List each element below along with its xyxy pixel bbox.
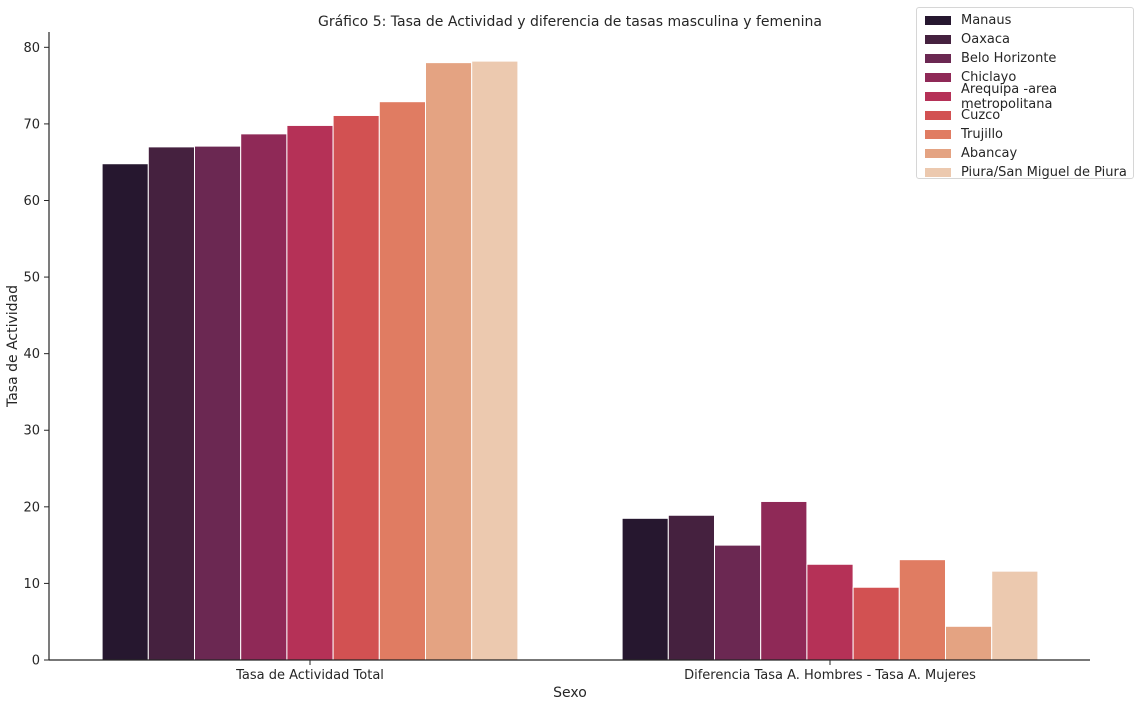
legend-item: Trujillo xyxy=(925,125,1133,144)
bar-cuzco-1 xyxy=(852,586,900,661)
legend-label: Piura/San Miguel de Piura xyxy=(961,165,1127,180)
y-tick-label: 20 xyxy=(23,500,40,515)
y-axis: 0 10 20 30 40 50 60 70 80 xyxy=(23,32,50,669)
x-tick-label: Diferencia Tasa A. Hombres - Tasa A. Muj… xyxy=(684,668,976,683)
y-tick-label: 40 xyxy=(23,347,40,362)
bar-abancay-1 xyxy=(945,625,993,661)
legend-swatch xyxy=(925,35,951,44)
legend-item: Belo Horizonte xyxy=(925,49,1133,68)
bar-manaus-1 xyxy=(621,517,669,661)
legend-label: Oaxaca xyxy=(961,32,1010,47)
x-tick-label: Tasa de Actividad Total xyxy=(235,668,384,683)
legend-swatch xyxy=(925,54,951,63)
bar-piura-san-miguel-de-piura-0 xyxy=(471,60,519,661)
bar-belo-horizonte-1 xyxy=(714,544,762,661)
bar-piura-san-miguel-de-piura-1 xyxy=(991,570,1039,661)
bar-oaxaca-0 xyxy=(147,146,196,661)
legend-swatch xyxy=(925,92,951,101)
bar-arequipa-area-metropolitana-1 xyxy=(806,563,854,661)
bar-belo-horizonte-0 xyxy=(194,145,242,661)
y-tick-label: 30 xyxy=(23,424,40,439)
legend-label: Manaus xyxy=(961,13,1012,28)
bar-chiclayo-1 xyxy=(760,500,808,661)
y-axis-label: Tasa de Actividad xyxy=(5,285,21,408)
legend-label: Cuzco xyxy=(961,108,1001,123)
x-axis: Tasa de Actividad Total Diferencia Tasa A… xyxy=(49,659,1090,683)
legend-item: Arequipa -area metropolitana xyxy=(925,82,1133,112)
legend-item: Manaus xyxy=(925,11,1133,30)
y-tick-label: 10 xyxy=(23,577,40,592)
legend-label: Abancay xyxy=(961,146,1018,161)
legend: Manaus Oaxaca Belo Horizonte Chiclayo Arequi… xyxy=(916,7,1134,182)
chart-title: Gráfico 5: Tasa de Actividad y diferenci… xyxy=(318,14,822,30)
legend-item: Abancay xyxy=(925,144,1133,163)
y-tick-label: 70 xyxy=(23,117,40,132)
legend-swatch xyxy=(925,168,951,177)
y-tick-label: 50 xyxy=(23,271,40,286)
legend-item: Piura/San Miguel de Piura xyxy=(925,163,1133,182)
bar-oaxaca-1 xyxy=(667,514,715,661)
y-tick-label: 0 xyxy=(32,654,40,669)
bars-group xyxy=(101,60,1039,661)
legend-item: Oaxaca xyxy=(925,30,1133,49)
bar-trujillo-0 xyxy=(378,101,426,661)
legend-item: Chiclayo xyxy=(925,68,1133,87)
bar-abancay-0 xyxy=(425,62,473,661)
legend-swatch xyxy=(925,130,951,139)
bar-arequipa-area-metropolitana-0 xyxy=(286,124,334,661)
bar-chiclayo-0 xyxy=(240,133,288,661)
legend-label: Belo Horizonte xyxy=(961,51,1057,66)
bar-cuzco-0 xyxy=(332,114,380,661)
y-tick-label: 60 xyxy=(23,194,40,209)
legend-swatch xyxy=(925,73,951,82)
legend-swatch xyxy=(925,149,951,158)
bar-trujillo-1 xyxy=(898,559,946,661)
legend-item: Cuzco xyxy=(925,106,1133,125)
legend-swatch xyxy=(925,16,951,25)
x-axis-label: Sexo xyxy=(553,685,587,701)
legend-label: Trujillo xyxy=(961,127,1004,142)
legend-label: Chiclayo xyxy=(961,70,1017,85)
legend-label: Arequipa -area metropolitana xyxy=(961,81,1058,112)
bar-manaus-0 xyxy=(101,163,149,661)
y-tick-label: 80 xyxy=(23,41,40,56)
legend-swatch xyxy=(925,111,951,120)
